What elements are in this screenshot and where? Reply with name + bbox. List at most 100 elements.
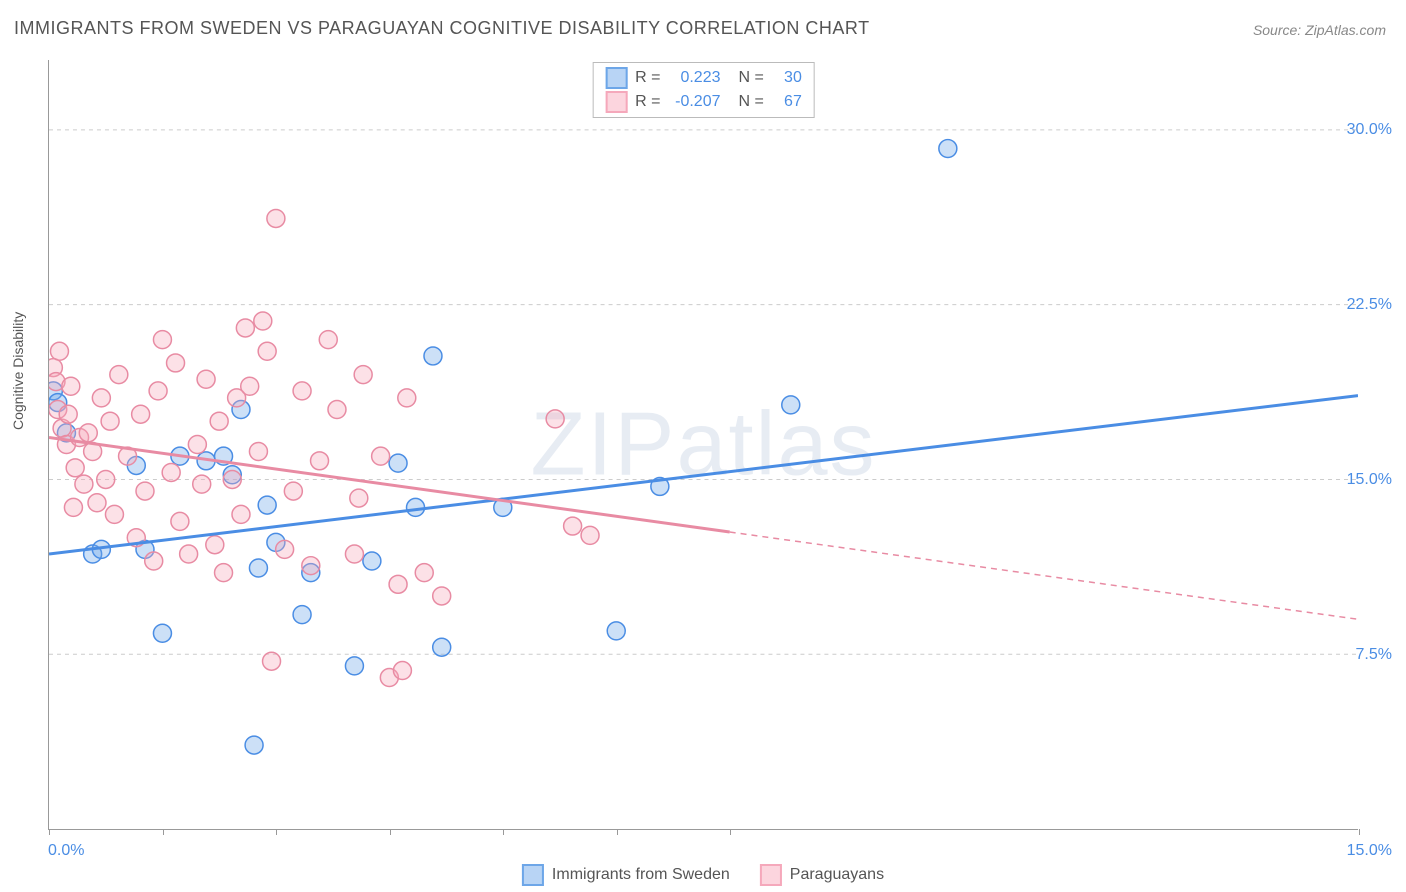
scatter-point: [223, 470, 241, 488]
scatter-point: [564, 517, 582, 535]
scatter-point: [79, 424, 97, 442]
scatter-point: [249, 443, 267, 461]
legend-stats-row: R = 0.223 N = 30: [605, 67, 802, 89]
x-tick-mark: [163, 829, 164, 835]
scatter-point: [236, 319, 254, 337]
scatter-point: [50, 342, 68, 360]
scatter-point: [345, 545, 363, 563]
legend-series: Immigrants from Sweden Paraguayans: [522, 864, 884, 886]
scatter-point: [372, 447, 390, 465]
regression-line: [49, 396, 1358, 554]
legend-series-item: Immigrants from Sweden: [522, 864, 730, 886]
scatter-point: [433, 638, 451, 656]
scatter-point: [97, 470, 115, 488]
legend-n-value: 30: [772, 69, 802, 87]
scatter-point: [215, 564, 233, 582]
scatter-point: [88, 494, 106, 512]
legend-series-label: Paraguayans: [790, 866, 884, 884]
scatter-point: [162, 463, 180, 481]
legend-series-item: Paraguayans: [760, 864, 884, 886]
scatter-point: [581, 526, 599, 544]
scatter-point: [59, 405, 77, 423]
x-tick-mark: [730, 829, 731, 835]
scatter-point: [311, 452, 329, 470]
scatter-point: [345, 657, 363, 675]
y-tick-label: 7.5%: [1356, 646, 1392, 664]
scatter-point: [180, 545, 198, 563]
scatter-point: [132, 405, 150, 423]
regression-line-extrapolated: [730, 532, 1358, 619]
plot-area: ZIPatlas R =0.223N =30R =-0.207N =67: [48, 60, 1358, 830]
scatter-point: [939, 140, 957, 158]
scatter-point: [245, 736, 263, 754]
scatter-point: [607, 622, 625, 640]
x-tick-mark: [1359, 829, 1360, 835]
scatter-point: [153, 624, 171, 642]
chart-svg: [49, 60, 1358, 829]
scatter-point: [415, 564, 433, 582]
legend-r-value: 0.223: [669, 69, 721, 87]
scatter-point: [254, 312, 272, 330]
scatter-point: [153, 331, 171, 349]
scatter-point: [398, 389, 416, 407]
x-axis-max-label: 15.0%: [1347, 842, 1392, 860]
scatter-point: [62, 377, 80, 395]
scatter-point: [258, 342, 276, 360]
scatter-point: [293, 606, 311, 624]
scatter-point: [145, 552, 163, 570]
x-tick-mark: [390, 829, 391, 835]
scatter-point: [136, 482, 154, 500]
chart-title: IMMIGRANTS FROM SWEDEN VS PARAGUAYAN COG…: [14, 18, 870, 39]
scatter-point: [206, 536, 224, 554]
legend-n-label: N =: [739, 93, 764, 111]
scatter-point: [328, 401, 346, 419]
scatter-point: [105, 505, 123, 523]
scatter-point: [193, 475, 211, 493]
scatter-point: [149, 382, 167, 400]
scatter-point: [167, 354, 185, 372]
scatter-point: [302, 557, 320, 575]
chart-container: IMMIGRANTS FROM SWEDEN VS PARAGUAYAN COG…: [0, 0, 1406, 892]
scatter-point: [350, 489, 368, 507]
scatter-point: [433, 587, 451, 605]
scatter-point: [263, 652, 281, 670]
scatter-point: [92, 389, 110, 407]
scatter-point: [546, 410, 564, 428]
scatter-point: [293, 382, 311, 400]
scatter-point: [782, 396, 800, 414]
scatter-point: [66, 459, 84, 477]
x-tick-mark: [503, 829, 504, 835]
legend-r-value: -0.207: [669, 93, 721, 111]
scatter-point: [210, 412, 228, 430]
scatter-point: [354, 366, 372, 384]
scatter-point: [75, 475, 93, 493]
scatter-point: [284, 482, 302, 500]
scatter-point: [424, 347, 442, 365]
scatter-point: [188, 436, 206, 454]
scatter-point: [393, 662, 411, 680]
legend-swatch: [605, 91, 627, 113]
legend-swatch: [760, 864, 782, 886]
legend-stats: R = 0.223 N = 30 R = -0.207 N = 67: [592, 62, 815, 118]
scatter-point: [389, 575, 407, 593]
legend-r-label: R =: [635, 93, 660, 111]
scatter-point: [110, 366, 128, 384]
scatter-point: [258, 496, 276, 514]
legend-r-label: R =: [635, 69, 660, 87]
scatter-point: [101, 412, 119, 430]
x-tick-mark: [49, 829, 50, 835]
x-axis-min-label: 0.0%: [48, 842, 84, 860]
scatter-point: [232, 505, 250, 523]
legend-swatch: [605, 67, 627, 89]
scatter-point: [171, 512, 189, 530]
legend-stats-row: R = -0.207 N = 67: [605, 91, 802, 113]
scatter-point: [363, 552, 381, 570]
legend-swatch: [522, 864, 544, 886]
scatter-point: [241, 377, 259, 395]
scatter-point: [197, 370, 215, 388]
legend-n-value: 67: [772, 93, 802, 111]
scatter-point: [267, 209, 285, 227]
legend-series-label: Immigrants from Sweden: [552, 866, 730, 884]
legend-n-label: N =: [739, 69, 764, 87]
x-tick-mark: [276, 829, 277, 835]
